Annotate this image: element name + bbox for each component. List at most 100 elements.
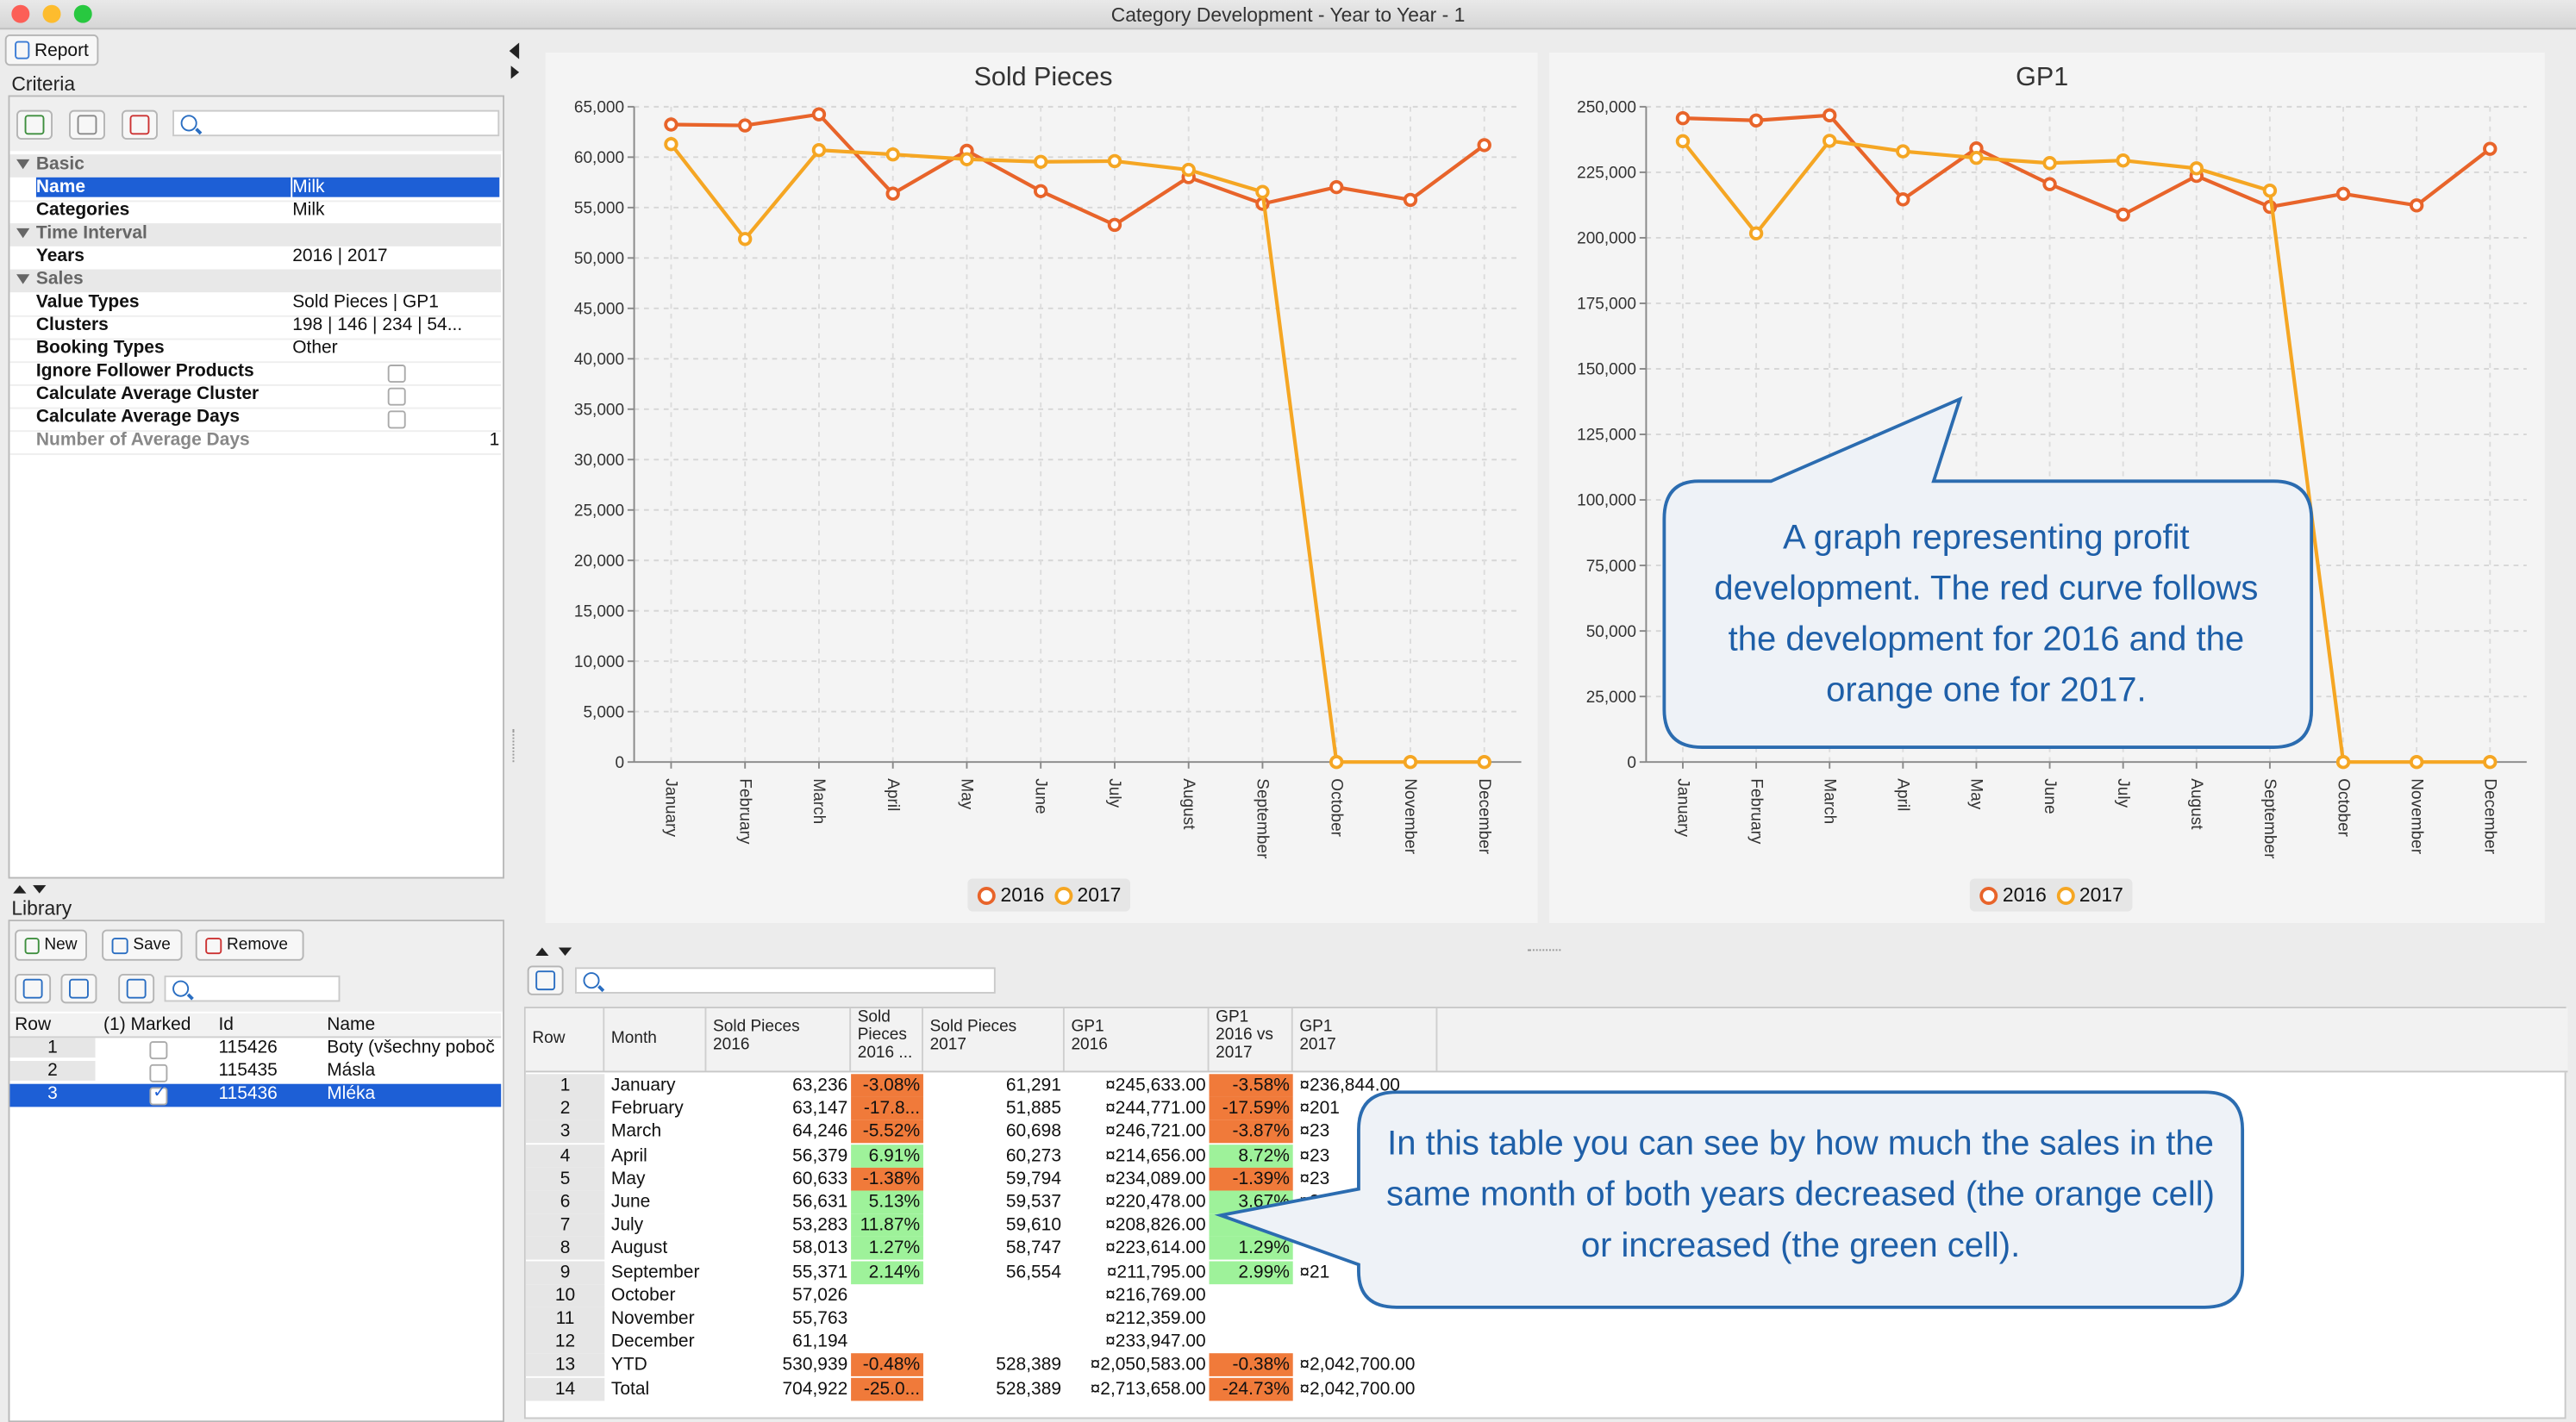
criteria-add-button[interactable] — [16, 109, 53, 140]
table-splitter-down-arrow-icon[interactable] — [558, 947, 572, 957]
table-cell-row: 2 — [525, 1097, 605, 1120]
table-column-header[interactable]: GP1 2017 — [1293, 1008, 1438, 1071]
library-remove-button[interactable]: Remove — [195, 929, 304, 961]
zoom-window-button[interactable] — [73, 4, 92, 23]
table-cell-month: March — [610, 1122, 662, 1143]
table-column-header[interactable]: Sold Pieces 2016 ... — [851, 1008, 923, 1071]
x-tick-label: July — [2114, 778, 2132, 808]
legend-marker-icon — [977, 886, 996, 905]
library-table-row[interactable]: 1 115426 Boty (všechny poboč — [9, 1038, 501, 1061]
criteria-checkbox[interactable] — [387, 365, 406, 384]
remove-icon — [205, 937, 222, 954]
library-copy-button[interactable] — [60, 974, 97, 1004]
vertical-splitter-grip[interactable] — [512, 729, 518, 763]
table-row[interactable]: 11 November 55,763 ¤212,359.00 — [525, 1307, 2568, 1331]
table-row[interactable]: 4 April 56,379 6.91% 60,273 ¤214,656.00 8.72% ¤… — [525, 1144, 2568, 1168]
library-mark-all-button[interactable] — [15, 974, 52, 1004]
table-column-header[interactable]: GP1 2016 vs 2017 — [1210, 1008, 1293, 1071]
data-point-2016 — [1329, 179, 1344, 195]
criteria-row-value: 1 — [489, 430, 500, 451]
table-row[interactable]: 8 August 58,013 1.27% 58,747 ¤223,614.00 1.29% — [525, 1237, 2568, 1261]
table-column-header[interactable]: Row — [526, 1008, 605, 1071]
table-row[interactable]: 2 February 63,147 -17.8... 51,885 ¤244,771.00… — [525, 1097, 2568, 1120]
table-row[interactable]: 5 May 60,633 -1.38% 59,794 ¤234,089.00 -1.39% ¤… — [525, 1167, 2568, 1191]
table-row[interactable]: 9 September 55,371 2.14% 56,554 ¤211,795.00 2.… — [525, 1260, 2568, 1284]
criteria-row[interactable]: Calculate Average Days — [9, 408, 502, 433]
table-search-input[interactable] — [574, 967, 996, 994]
criteria-search-input[interactable] — [172, 109, 500, 137]
criteria-group-header[interactable]: Time Interval — [9, 223, 502, 246]
table-row[interactable]: 13 YTD 530,939 -0.48% 528,389 ¤2,050,583.00 -0… — [525, 1353, 2568, 1377]
criteria-copy-button[interactable] — [69, 109, 105, 140]
graph-callout-bubble — [1662, 396, 2314, 749]
data-point-2017 — [2409, 755, 2424, 770]
criteria-row[interactable]: Calculate Average Cluster — [9, 384, 502, 409]
data-point-2016 — [1034, 184, 1048, 198]
library-marked-checkbox[interactable] — [149, 1063, 168, 1082]
collapse-left-arrow-icon[interactable] — [509, 42, 520, 59]
chart-title: Sold Pieces — [974, 62, 1113, 91]
table-column-header[interactable]: Sold Pieces 2017 — [923, 1008, 1065, 1071]
horizontal-splitter-grip[interactable] — [1528, 949, 1561, 954]
expand-right-arrow-icon[interactable] — [510, 65, 520, 79]
add-criteria-icon — [24, 115, 45, 135]
table-cell-row: 4 — [525, 1144, 605, 1168]
table-column-header[interactable]: Month — [604, 1008, 707, 1071]
criteria-group-header[interactable]: Basic — [9, 154, 502, 178]
y-tick-label: 45,000 — [574, 300, 624, 318]
splitter-down-arrow-icon[interactable] — [33, 885, 47, 894]
criteria-group-header[interactable]: Sales — [9, 269, 502, 293]
library-marked-checkbox[interactable] — [149, 1041, 168, 1060]
data-point-2016 — [2409, 198, 2424, 213]
splitter-up-arrow-icon[interactable] — [13, 885, 27, 894]
library-table-row[interactable]: 3 ✓ 115436 Mléka — [9, 1083, 502, 1107]
table-row[interactable]: 10 October 57,026 ¤216,769.00 — [525, 1283, 2568, 1307]
table-export-button[interactable] — [527, 965, 564, 995]
library-table-row[interactable]: 2 115435 Másla — [9, 1061, 501, 1084]
library-new-button[interactable]: New — [15, 929, 87, 961]
legend-marker-icon — [1979, 886, 1998, 905]
criteria-row[interactable]: Name Milk — [9, 177, 502, 203]
criteria-row[interactable]: Booking Types Other — [9, 339, 502, 364]
table-column-header[interactable]: GP1 2016 — [1065, 1008, 1210, 1071]
criteria-row[interactable]: Ignore Follower Products — [9, 361, 502, 386]
table-row[interactable]: 1 January 63,236 -3.08% 61,291 ¤245,633.00 -3.… — [525, 1074, 2568, 1097]
library-row-number: 2 — [9, 1061, 96, 1081]
save-label: Save — [133, 936, 171, 955]
minimize-window-button[interactable] — [42, 4, 61, 23]
table-cell-row: 11 — [525, 1307, 605, 1331]
table-cell-gp16: ¤216,769.00 — [1105, 1285, 1206, 1306]
table-cell-gp16: ¤244,771.00 — [1105, 1099, 1206, 1120]
chart-title: GP1 — [2016, 62, 2068, 91]
library-marked-checkbox[interactable]: ✓ — [149, 1084, 168, 1106]
table-cell-gpd: -0.38% — [1209, 1353, 1293, 1377]
table-cell-month: YTD — [610, 1355, 647, 1375]
search-icon — [172, 980, 190, 997]
table-splitter-up-arrow-icon[interactable] — [535, 947, 549, 957]
criteria-toolbar — [9, 97, 503, 152]
criteria-row[interactable]: Number of Average Days 1 — [9, 430, 502, 455]
report-button[interactable]: Report — [4, 34, 99, 66]
criteria-clear-button[interactable] — [122, 109, 158, 140]
table-cell-sp17: 61,291 — [1005, 1076, 1062, 1096]
library-export-button[interactable] — [118, 974, 155, 1004]
table-row[interactable]: 12 December 61,194 ¤233,947.00 — [525, 1330, 2568, 1354]
data-point-2016 — [2483, 141, 2498, 156]
series-line-2017 — [1681, 139, 2491, 764]
library-save-button[interactable]: Save — [102, 929, 183, 961]
table-column-header[interactable]: Sold Pieces 2016 — [706, 1008, 852, 1071]
criteria-row[interactable]: Clusters 198 | 146 | 234 | 54... — [9, 315, 502, 340]
close-window-button[interactable] — [11, 4, 30, 23]
table-cell-gpd: -3.87% — [1209, 1120, 1293, 1144]
table-row[interactable]: 14 Total 704,922 -25.0... 528,389 ¤2,713,658.… — [525, 1377, 2568, 1400]
table-cell-sp16: 530,939 — [782, 1355, 848, 1375]
data-point-2017 — [811, 142, 827, 158]
criteria-checkbox[interactable] — [387, 410, 406, 429]
library-search-input[interactable] — [164, 975, 341, 1002]
column-header-line: 2016 ... — [857, 1044, 913, 1063]
column-header-line: 2016 vs — [1216, 1026, 1273, 1045]
criteria-checkbox[interactable] — [387, 387, 406, 406]
criteria-row[interactable]: Value Types Sold Pieces | GP1 — [9, 292, 502, 317]
table-cell-sp16: 57,026 — [792, 1285, 848, 1306]
table-row[interactable]: 3 March 64,246 -5.52% 60,698 ¤246,721.00 -3.87… — [525, 1120, 2568, 1144]
